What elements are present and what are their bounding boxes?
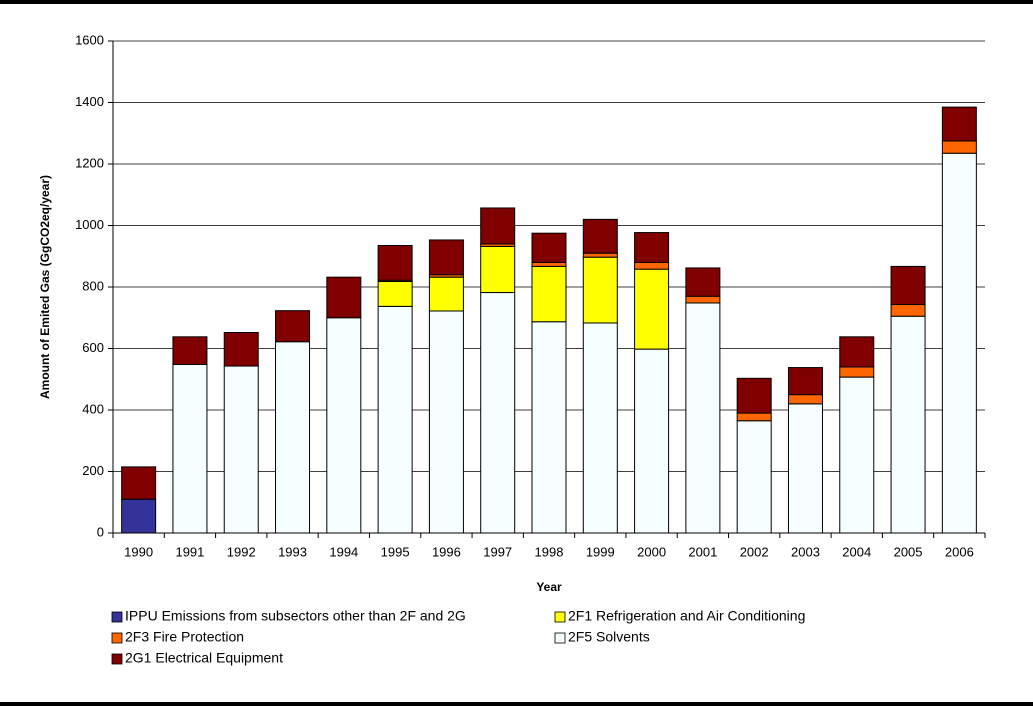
bar-segment [582, 322, 618, 534]
bar-segment [531, 261, 567, 267]
y-tick-label: 1600 [75, 32, 104, 47]
x-tick-label: 2000 [637, 544, 666, 559]
legend-label: 2G1 Electrical Equipment [125, 650, 283, 666]
bar-segment [480, 207, 516, 245]
bar-segment [326, 317, 362, 534]
legend-swatch [111, 632, 123, 644]
legend-label: 2F1 Refrigeration and Air Conditioning [568, 608, 805, 624]
bar-segment [582, 252, 618, 258]
bar-segment [428, 239, 464, 276]
x-tick-label: 1992 [227, 544, 256, 559]
x-tick-label: 1995 [381, 544, 410, 559]
y-tick-label: 0 [97, 524, 104, 539]
bar-segment [685, 267, 721, 297]
y-tick-label: 400 [82, 401, 104, 416]
x-tick-label: 2004 [842, 544, 871, 559]
bar-segment [275, 341, 311, 534]
legend-swatch [554, 611, 566, 623]
legend-label: IPPU Emissions from subsectors other tha… [125, 608, 466, 624]
x-tick-label: 2006 [945, 544, 974, 559]
x-tick-label: 2002 [740, 544, 769, 559]
bar-segment [480, 245, 516, 294]
x-tick-label: 1990 [124, 544, 153, 559]
bar-segment [685, 302, 721, 534]
bar-segment [634, 348, 670, 534]
legend-label: 2F5 Solvents [568, 629, 650, 645]
x-tick-label: 1993 [278, 544, 307, 559]
bar-segment [121, 466, 157, 500]
bar-segment [377, 305, 413, 534]
x-tick-label: 1994 [329, 544, 358, 559]
legend-swatch [111, 611, 123, 623]
x-tick-label: 2001 [688, 544, 717, 559]
legend-swatch [554, 632, 566, 644]
bar-segment [326, 276, 362, 319]
bar-segment [890, 304, 926, 317]
bar-segment [736, 412, 772, 422]
bar-segment [839, 366, 875, 378]
y-tick-label: 200 [82, 463, 104, 478]
bar-segment [685, 295, 721, 304]
bar-segment [172, 336, 208, 365]
y-tick-label: 800 [82, 278, 104, 293]
bar-segment [736, 420, 772, 534]
bar-segment [941, 152, 977, 534]
bar-segment [890, 265, 926, 306]
x-axis-title: Year [536, 580, 562, 594]
bar-segment [428, 276, 464, 312]
x-tick-label: 1996 [432, 544, 461, 559]
bar-segment [377, 244, 413, 281]
bar-segment [839, 336, 875, 368]
legend-label: 2F3 Fire Protection [125, 629, 244, 645]
x-tick-label: 1999 [586, 544, 615, 559]
x-tick-label: 1991 [175, 544, 204, 559]
bar-segment [736, 377, 772, 414]
bar-segment [941, 106, 977, 142]
bar-segment [634, 268, 670, 350]
bar-segment [121, 498, 157, 534]
bar-segment [480, 292, 516, 534]
bar-segment [582, 256, 618, 324]
bar-segment [787, 403, 823, 534]
bar-segment [172, 363, 208, 534]
y-tick-label: 1000 [75, 217, 104, 232]
y-axis-title: Amount of Emited Gas (GgCO2eq/year) [38, 175, 52, 399]
bar-segment [377, 280, 413, 307]
bottom-border [0, 702, 1033, 706]
bar-segment [531, 321, 567, 534]
bar-segment [223, 365, 259, 534]
top-border [0, 0, 1033, 4]
x-tick-label: 1997 [483, 544, 512, 559]
x-tick-label: 1998 [535, 544, 564, 559]
bar-segment [634, 232, 670, 263]
bar-segment [582, 218, 618, 254]
x-tick-label: 2005 [894, 544, 923, 559]
bar-segment [890, 315, 926, 534]
legend-swatch [111, 653, 123, 665]
bar-segment [787, 367, 823, 396]
bar-segment [634, 261, 670, 270]
y-tick-label: 1200 [75, 155, 104, 170]
bar-segment [941, 140, 977, 154]
y-tick-label: 1400 [75, 94, 104, 109]
bar-segment [275, 310, 311, 343]
bar-segment [839, 376, 875, 534]
y-tick-label: 600 [82, 340, 104, 355]
bar-segment [531, 232, 567, 263]
bar-segment [787, 394, 823, 405]
bar-segment [223, 332, 259, 367]
bar-segment [531, 265, 567, 323]
bar-segment [428, 310, 464, 534]
x-tick-label: 2003 [791, 544, 820, 559]
